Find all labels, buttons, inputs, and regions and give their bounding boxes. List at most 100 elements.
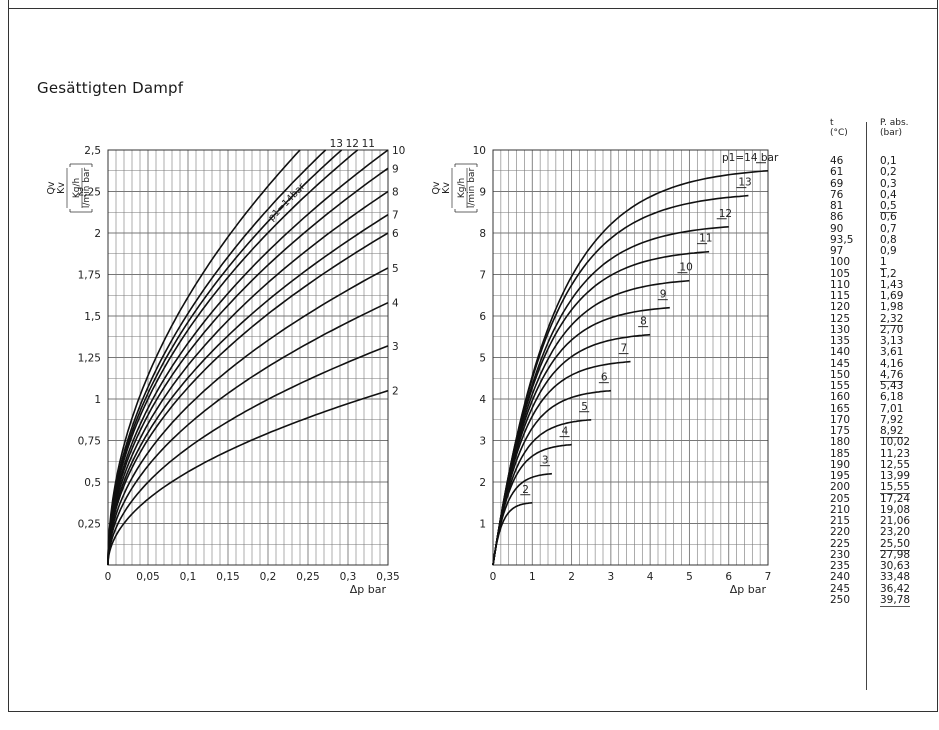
table-divider (866, 122, 867, 690)
table-cell-temperature: 185 (830, 447, 851, 460)
table-cell-temperature: 105 (830, 267, 851, 280)
table-cell-temperature: 46 (830, 155, 844, 167)
table-cell-temperature: 165 (830, 402, 851, 415)
table-cell-pressure: 4,16 (880, 357, 904, 370)
series-line-13 (107, 149, 327, 566)
table-cell-pressure: 21,06 (880, 515, 911, 527)
table-cell-pressure: 1,98 (880, 301, 904, 314)
series-line-6 (492, 389, 611, 566)
series-line-6 (107, 232, 389, 566)
x-tick-label: 0,1 (180, 571, 197, 583)
table-cell-pressure: 3,13 (880, 335, 904, 347)
series-label: 9 (660, 289, 667, 301)
x-tick-label: 0 (105, 571, 112, 583)
grid (107, 149, 389, 566)
y-tick-label: 1,25 (78, 353, 101, 365)
table-cell-pressure: 6,18 (880, 391, 904, 404)
table-cell-pressure: 0,8 (880, 233, 897, 246)
table-cell-pressure: 0,3 (880, 177, 897, 190)
x-tick-label: 0,2 (260, 571, 277, 583)
table-cell-pressure: 39,78 (880, 593, 911, 607)
page-title: Gesättigten Dampf (37, 79, 184, 97)
plot-frame (492, 149, 769, 566)
y-label-qv: Qv (431, 181, 442, 194)
y-tick-label: 0,25 (78, 519, 101, 531)
chart-left: 0 0,05 0,1 0,15 0,2 0,25 0,3 0,35 0,25 0,5 0,75 1 1,… (46, 138, 405, 596)
table-cell-pressure: 0,9 (880, 245, 897, 257)
table-cell-temperature: 140 (830, 346, 851, 359)
y-tick-label: 2 (94, 228, 101, 240)
series-label: 9 (392, 163, 399, 175)
x-tick-label: 7 (765, 571, 772, 583)
x-tick-label: 5 (686, 571, 693, 583)
table-cell-temperature: 215 (830, 515, 851, 527)
series-label: 8 (640, 316, 647, 328)
table-cell-pressure: 3,61 (880, 346, 904, 359)
series-line-10 (107, 149, 389, 566)
y-tick-label: 3 (479, 436, 486, 448)
table-cell-temperature: 145 (830, 357, 851, 370)
y-tick-label: 1 (94, 394, 101, 406)
series-label: 2 (392, 386, 399, 398)
table-cell-temperature: 135 (830, 335, 851, 347)
table-cell-temperature: 86 (830, 211, 844, 224)
series-line-p114bar (492, 170, 769, 566)
series-label: 6 (601, 372, 608, 384)
table-cell-pressure: 0,5 (880, 200, 897, 214)
table-header-p-unit: (bar) (880, 128, 902, 138)
y-label-brackets (69, 163, 93, 213)
table-cell-pressure: 5,43 (880, 380, 904, 392)
table-cell-temperature: 81 (830, 200, 844, 212)
table-header-p: P. abs. (880, 118, 909, 128)
table-cell-pressure: 2,70 (880, 323, 904, 336)
table-cell-temperature: 130 (830, 323, 851, 336)
table-cell-temperature: 200 (830, 481, 851, 494)
table-cell-pressure: 17,24 (880, 492, 911, 505)
series-line-2 (107, 389, 389, 566)
x-tick-label: 4 (647, 571, 654, 583)
table-cell-temperature: 210 (830, 503, 851, 516)
x-tick-label: 3 (608, 571, 615, 583)
table-cell-pressure: 8,92 (880, 425, 904, 439)
y-label-unit-bottom: l/min bar (82, 168, 92, 209)
series-line-9 (107, 167, 389, 566)
table-cell-temperature: 69 (830, 177, 844, 190)
y-label-unit-top: Kg/h (72, 178, 82, 198)
y-tick-label: 8 (479, 228, 486, 240)
table-cell-pressure: 12,55 (880, 458, 911, 471)
y-tick-label: 4 (479, 394, 486, 406)
series-label: 11 (362, 138, 375, 150)
table-cell-pressure: 1 (880, 256, 887, 270)
y-tick-label: 5 (479, 353, 486, 365)
table-cell-pressure: 30,63 (880, 560, 911, 572)
x-axis-label: Δp bar (350, 583, 387, 596)
x-tick-label: 0,35 (376, 571, 399, 583)
series-label: 10 (679, 262, 692, 274)
y-label-unit-top: Kg/h (457, 178, 467, 198)
y-tick-label: 1,5 (84, 311, 101, 323)
table-cell-pressure: 7,01 (880, 402, 904, 415)
frame-top-rule (8, 8, 938, 9)
series-label: 8 (392, 187, 399, 199)
table-cell-pressure: 4,76 (880, 368, 904, 382)
y-label-unit-bottom: l/min bar (467, 168, 477, 209)
x-tick-label: 0 (490, 571, 497, 583)
series-line-10 (492, 279, 690, 566)
table-cell-temperature: 245 (830, 582, 851, 595)
series-line-12 (107, 149, 343, 566)
y-label-brackets (454, 163, 478, 213)
table-cell-pressure: 1,43 (880, 278, 904, 291)
table-cell-temperature: 175 (830, 425, 851, 437)
table-cell-temperature: 235 (830, 560, 851, 572)
table-cell-pressure: 25,50 (880, 537, 911, 551)
table-cell-temperature: 180 (830, 436, 851, 449)
series-label: 4 (392, 298, 399, 310)
x-axis-label: Δp bar (730, 583, 767, 596)
table-cell-temperature: 90 (830, 222, 844, 235)
table-cell-pressure: 36,42 (880, 582, 911, 595)
table-cell-temperature: 125 (830, 312, 851, 325)
y-tick-label: 1,75 (78, 270, 101, 282)
y-tick-label: 2 (479, 477, 486, 489)
series-label: 10 (392, 145, 405, 157)
